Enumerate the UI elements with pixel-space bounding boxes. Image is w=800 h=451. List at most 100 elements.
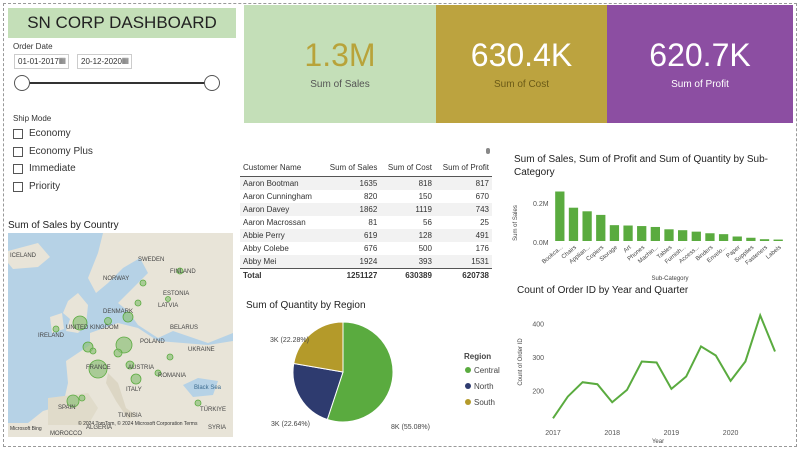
column-header[interactable]: Sum of Profit	[434, 159, 492, 177]
table-row[interactable]: Abby Colebe 676 500 176	[240, 242, 492, 255]
map-label: Black Sea	[194, 385, 222, 391]
column-header[interactable]: Customer Name	[240, 159, 322, 177]
calendar-icon[interactable]: ▦	[121, 56, 129, 65]
map-label: TUNISIA	[118, 413, 142, 419]
cell: 56	[423, 218, 432, 227]
pie-slice[interactable]	[293, 321, 344, 373]
table-row[interactable]: Aaron Macrossan 81 56 25	[240, 216, 492, 229]
pie-chart-title: Sum of Quantity by Region	[246, 300, 366, 311]
table-row[interactable]: Aaron Cunningham 820 150 670	[240, 190, 492, 203]
order-date-label: Order Date	[13, 42, 53, 51]
column-header[interactable]: Sum of Cost	[380, 159, 435, 177]
bar-x-tick: Labels	[765, 245, 782, 261]
ship-mode-option-immediate[interactable]: Immediate	[13, 163, 76, 174]
map-label: LATVIA	[158, 303, 178, 309]
table-row[interactable]: Abbie Perry 619 128 491	[240, 229, 492, 242]
map-title: Sum of Sales by Country	[8, 220, 119, 231]
cell: Aaron Bootman	[240, 176, 322, 190]
bar[interactable]	[582, 211, 592, 241]
table-header-row: Customer Name Sum of Sales Sum of Cost S…	[240, 159, 492, 177]
date-range-slider-track[interactable]	[22, 82, 212, 84]
customer-table[interactable]: Customer Name Sum of Sales Sum of Cost S…	[240, 159, 492, 282]
cell: 1635	[321, 176, 381, 190]
kpi-value: 1.3M	[304, 36, 376, 73]
line-chart-title: Count of Order ID by Year and Quarter	[517, 285, 689, 296]
cell: 820	[363, 192, 378, 201]
bar-chart-title: Sum of Sales, Sum of Profit and Sum of Q…	[514, 154, 769, 178]
bar[interactable]	[596, 214, 606, 241]
table-row[interactable]: Aaron Bootman 1635 818 817	[240, 176, 492, 190]
column-header[interactable]: Sum of Sales	[321, 159, 381, 177]
map-svg[interactable]: ICELAND SWEDEN FINLAND NORWAY ESTONIA LA…	[8, 233, 233, 437]
date-range-start-handle[interactable]	[14, 75, 30, 91]
calendar-icon[interactable]: ▦	[58, 56, 66, 65]
pie-legend[interactable]: Central North South	[465, 366, 500, 407]
checkbox[interactable]	[13, 181, 23, 192]
pie-slices[interactable]	[292, 321, 394, 423]
bar[interactable]	[678, 230, 688, 241]
kpi-card-sales[interactable]: 1.3M Sum of Sales	[244, 5, 436, 123]
bar[interactable]	[732, 236, 742, 242]
bar[interactable]	[705, 233, 715, 241]
bar[interactable]	[568, 207, 579, 241]
pie-slice[interactable]	[292, 362, 344, 421]
bar[interactable]	[650, 226, 660, 241]
bar[interactable]	[718, 234, 729, 241]
bar[interactable]	[746, 237, 756, 241]
legend-item[interactable]: South	[474, 398, 495, 407]
line-path[interactable]	[552, 312, 776, 419]
bing-logo: Microsoft Bing	[10, 426, 42, 432]
table-total-row: Total 1251127 630389 620738	[240, 268, 492, 282]
kpi-card-cost[interactable]: 630.4K Sum of Cost	[436, 5, 607, 123]
bar[interactable]	[623, 225, 633, 241]
sales-map[interactable]: ICELAND SWEDEN FINLAND NORWAY ESTONIA LA…	[8, 233, 233, 437]
map-bubbles[interactable]	[52, 267, 202, 408]
start-date-input[interactable]: 01-01-2017 ▦	[14, 54, 69, 69]
map-label: UNITED KINGDOM	[66, 325, 119, 331]
pie-slice[interactable]	[326, 321, 394, 423]
ship-mode-option-economy[interactable]: Economy	[13, 128, 71, 139]
bar-y-tick: 0.0M	[533, 240, 549, 247]
bar[interactable]	[609, 225, 620, 241]
line-x-tick: 2019	[664, 430, 680, 437]
end-date-input[interactable]: 20-12-2020 ▦	[77, 54, 132, 69]
pie-chart[interactable]: 8K (55.08%) 3K (22.64%) 3K (22.28%) Regi…	[244, 312, 504, 442]
cell: 1531	[434, 255, 492, 269]
table-row[interactable]: Aaron Davey 1862 1119 743	[240, 203, 492, 216]
line-chart[interactable]: 200 300 400 2017 2018 2019 2020 Count of Order…	[510, 300, 795, 445]
dashboard-title: SN CORP DASHBOARD	[8, 8, 236, 38]
bar[interactable]	[691, 231, 701, 241]
ship-mode-option-economy-plus[interactable]: Economy Plus	[13, 146, 93, 157]
ship-mode-option-priority[interactable]: Priority	[13, 181, 60, 192]
legend-swatch	[465, 383, 471, 389]
ship-mode-label: Ship Mode	[13, 114, 52, 123]
table-scrollbar[interactable]	[486, 148, 490, 154]
kpi-card-profit[interactable]: 620.7K Sum of Profit	[607, 5, 793, 123]
map-copyright: © 2024 TomTom, © 2024 Microsoft Corporat…	[78, 420, 198, 427]
bar[interactable]	[555, 191, 565, 242]
cell: Aaron Macrossan	[243, 218, 306, 227]
table-row[interactable]: Abby Mei 1924 393 1531	[240, 255, 492, 269]
line-y-tick: 200	[532, 389, 544, 396]
legend-item[interactable]: North	[474, 382, 494, 391]
pie-data-label: 3K (22.64%)	[271, 421, 310, 428]
bar[interactable]	[759, 239, 770, 241]
line-series[interactable]: 200 300 400 2017 2018 2019 2020	[532, 312, 776, 437]
map-label: TÜRKIYE	[200, 406, 226, 413]
map-label: ICELAND	[10, 253, 37, 259]
checkbox[interactable]	[13, 146, 23, 157]
cell: 393	[380, 255, 435, 269]
cell: 1924	[321, 255, 381, 269]
cell: 620738	[434, 268, 492, 282]
cell: 500	[418, 244, 432, 253]
bar[interactable]	[773, 239, 783, 241]
bar[interactable]	[664, 229, 674, 241]
checkbox[interactable]	[13, 128, 23, 139]
cell: Aaron Davey	[240, 203, 322, 216]
date-range-end-handle[interactable]	[204, 75, 220, 91]
checkbox[interactable]	[13, 163, 23, 174]
legend-item[interactable]: Central	[474, 366, 500, 375]
bar[interactable]	[637, 226, 647, 241]
